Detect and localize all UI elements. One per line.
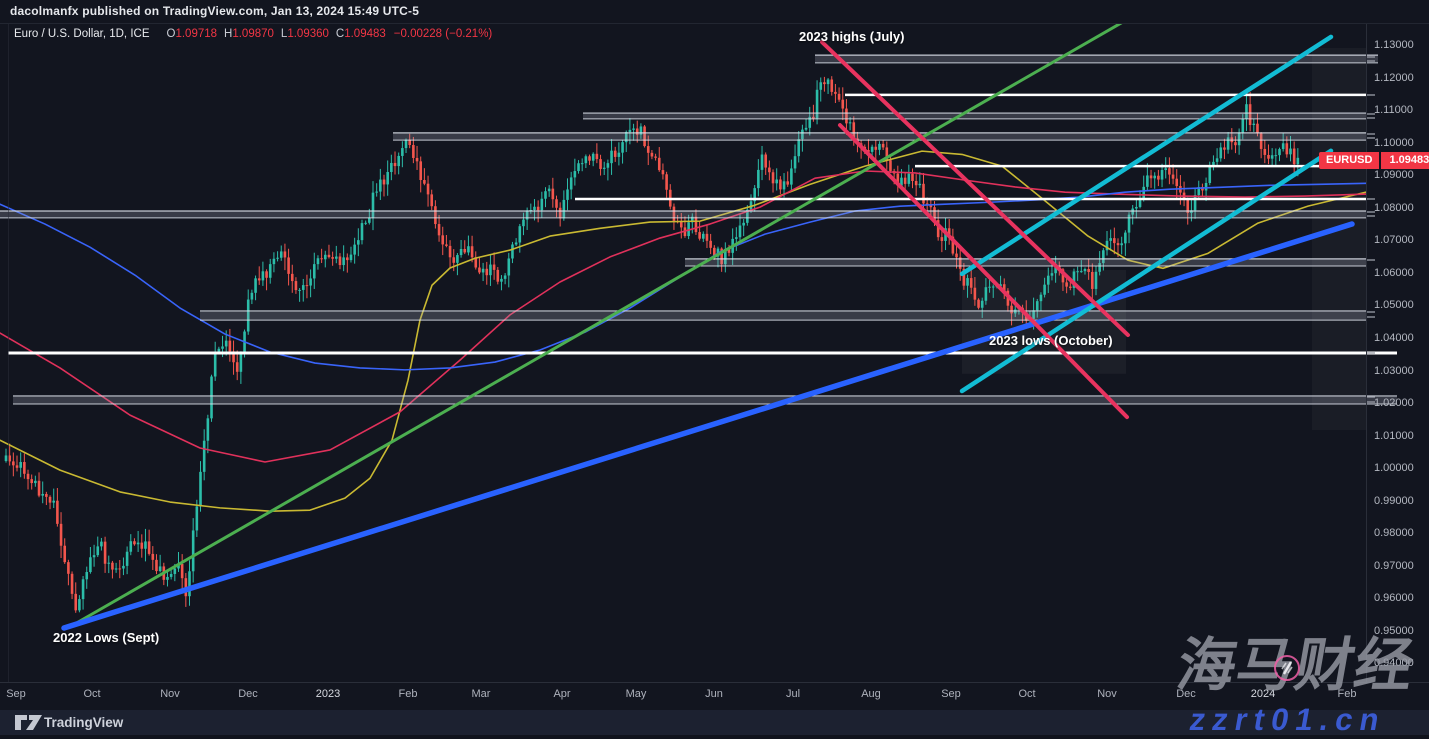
mid-ma-pink[interactable] (0, 170, 1367, 463)
ohlc-value: 1.09483 (344, 28, 386, 40)
price-axis-label: 0.97000 (1374, 559, 1414, 572)
price-axis-label: 1.05000 (1374, 299, 1414, 312)
fast-ma-yellow[interactable] (0, 150, 1367, 512)
price-axis-label: 1.02000 (1374, 397, 1414, 410)
time-axis-label: Sep (941, 688, 961, 700)
symbol-title: Euro / U.S. Dollar, 1D, ICE (14, 28, 150, 40)
time-axis-label: Mar (471, 688, 491, 700)
footer-bar: TradingView (0, 710, 1429, 739)
price-axis-separator (1366, 23, 1367, 682)
right-edge-band (1312, 48, 1366, 430)
time-axis-label: Oct (83, 688, 101, 700)
time-axis-label: Nov (1097, 688, 1117, 700)
time-axis-label: 2024 (1250, 688, 1276, 700)
price-axis-label: 1.08000 (1374, 201, 1414, 214)
time-axis-label: Jul (785, 688, 801, 700)
price-axis-label: 1.07000 (1374, 234, 1414, 247)
time-axis-label: Oct (1018, 688, 1036, 700)
time-axis-label: Aug (861, 688, 881, 700)
chart-annotation: 2023 lows (October) (989, 333, 1113, 348)
ohlc-value: 1.09870 (232, 28, 274, 40)
tradingview-brand-text[interactable]: TradingView (44, 715, 124, 730)
ohlc-prefix: H (224, 28, 233, 40)
zone-1.0635[interactable] (685, 258, 1366, 267)
candlestick-series (4, 76, 1300, 613)
time-axis-label: Dec (238, 688, 258, 700)
price-axis-label: 1.10000 (1374, 136, 1414, 149)
publish-header-bar: dacolmanfx published on TradingView.com,… (0, 0, 1429, 24)
price-axis-label: 1.12000 (1374, 71, 1414, 84)
time-axis-label: Dec (1176, 688, 1196, 700)
time-axis-label: Apr (553, 688, 571, 700)
ohlc-value: 1.09718 (175, 28, 218, 40)
chart-annotation: 2022 Lows (Sept) (53, 630, 160, 645)
last-price-label: EURUSD 1.09483 (1319, 152, 1429, 169)
symbol-legend: Euro / U.S. Dollar, 1D, ICE O1.09718 H1.09… (14, 28, 492, 40)
zone-1.0470[interactable] (200, 310, 1366, 321)
zone-1.0780[interactable] (0, 210, 1366, 219)
last-price-gap (1379, 152, 1382, 169)
price-axis-label: 1.13000 (1374, 39, 1414, 51)
zone-2023-july-highs[interactable] (815, 54, 1378, 64)
price-axis-label: 1.06000 (1374, 266, 1414, 279)
tradingview-logo-icon[interactable] (14, 714, 44, 732)
rising-channel-lower[interactable] (959, 148, 1334, 394)
price-axis-label: 0.98000 (1374, 527, 1414, 540)
chart-annotation: 2023 highs (July) (799, 29, 905, 44)
zone-1.0210[interactable] (13, 395, 1397, 405)
ohlc-values: O1.09718 H1.09870 L1.09360 C1.09483 (160, 28, 386, 40)
last-price-value: 1.09483 (1381, 152, 1429, 169)
price-axis-label: 1.01000 (1374, 429, 1414, 442)
zone-1.1090[interactable] (583, 112, 1366, 120)
time-axis-label: Sep (6, 688, 26, 700)
ohlc-prefix: C (335, 28, 345, 40)
time-axis-label: 2023 (315, 688, 341, 700)
ohlc-prefix: O (166, 28, 176, 40)
price-axis-label: 1.09000 (1374, 169, 1414, 182)
price-axis-label: 0.99000 (1374, 494, 1414, 507)
price-axis-label: 0.95000 (1374, 624, 1414, 637)
watermark-site-url: zzrt01.cn (1187, 702, 1389, 737)
time-axis-label: Nov (160, 688, 180, 700)
price-axis-label: 1.04000 (1374, 331, 1414, 344)
price-axis-label: 1.11000 (1374, 104, 1413, 117)
falling-channel-upper[interactable] (820, 40, 1130, 338)
price-axis-label: 0.94000 (1374, 657, 1414, 670)
time-axis-label: Jun (705, 688, 723, 700)
ohlc-value: 1.09360 (287, 28, 329, 40)
time-axis-separator (0, 682, 1429, 683)
price-axis-label: 1.03000 (1374, 364, 1414, 377)
time-axis-label: Feb (1337, 688, 1357, 700)
time-axis-label: May (625, 688, 647, 700)
publish-text: dacolmanfx published on TradingView.com,… (10, 4, 420, 18)
time-axis-label: Feb (398, 688, 418, 700)
zone-1.1020[interactable] (393, 132, 1366, 141)
major-support-blue[interactable] (61, 221, 1355, 631)
ohlc-prefix: L (280, 28, 288, 40)
price-axis-label: 0.96000 (1374, 592, 1414, 605)
falling-channel-lower[interactable] (838, 123, 1129, 420)
footer-bottom-strip (0, 735, 1429, 739)
long-term-support-green[interactable] (76, 13, 1137, 624)
pane-left-border (8, 23, 9, 682)
lightning-circle-icon (1272, 653, 1302, 688)
last-price-symbol: EURUSD (1319, 152, 1380, 169)
change-text: −0.00228 (−0.21%) (393, 28, 493, 40)
price-axis-label: 1.00000 (1374, 462, 1414, 475)
